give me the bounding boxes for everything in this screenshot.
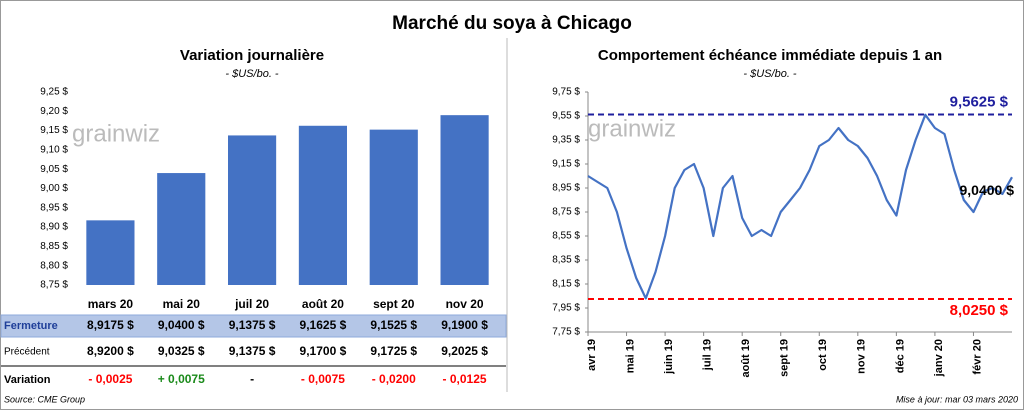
value-label: 9,0400 $ [960,182,1015,198]
x-tick-label: mai 20 [163,297,201,311]
y-tick-label: 9,75 $ [552,87,580,98]
cell: 9,1375 $ [229,318,276,332]
cell: 9,1625 $ [300,318,347,332]
y-tick-label: 9,35 $ [552,135,580,146]
source: Source: CME Group [4,394,85,404]
y-tick-label: 9,55 $ [552,111,580,122]
cell: 9,1900 $ [441,318,488,332]
y-tick-label: 8,85 $ [40,241,68,252]
chart-title: Variation journalière [180,47,324,64]
watermark: grainwiz [72,120,160,147]
chart-subtitle: - $US/bo. - [743,68,797,80]
x-tick-label: juil 19 [702,339,714,371]
cell: 9,2025 $ [441,344,488,358]
y-tick-label: 9,20 $ [40,106,68,117]
reference-label: 8,0250 $ [950,302,1009,319]
bar [298,125,347,286]
x-tick-label: avr 19 [586,339,598,371]
cell: 9,1525 $ [370,318,417,332]
x-tick-label: nov 19 [856,339,868,374]
y-tick-label: 9,25 $ [40,87,68,98]
reference-label: 9,5625 $ [950,93,1009,110]
cell: - 0,0075 [301,372,345,386]
chart-title: Comportement échéance immédiate depuis 1… [598,47,942,64]
bar [440,115,489,285]
x-tick-label: nov 20 [446,297,484,311]
x-tick-label: sept 20 [373,297,415,311]
row-label: Fermeture [4,320,58,332]
x-tick-label: oct 19 [817,339,829,371]
chart-subtitle: - $US/bo. - [225,68,279,80]
x-tick-label: févr 20 [971,339,983,374]
cell: + 0,0075 [158,372,205,386]
y-tick-label: 8,95 $ [552,183,580,194]
cell: 8,9175 $ [87,318,134,332]
y-tick-label: 7,95 $ [552,303,580,314]
x-tick-label: juil 20 [234,297,269,311]
cell: 9,1375 $ [229,344,276,358]
x-tick-label: mai 19 [624,339,636,373]
y-tick-label: 8,75 $ [40,280,68,291]
cell: - 0,0025 [88,372,132,386]
row-label: Précédent [4,347,50,358]
y-tick-label: 9,10 $ [40,145,68,156]
cell: 9,1725 $ [370,344,417,358]
bar [86,220,135,285]
bar [369,129,418,285]
row-label: Variation [4,374,51,386]
bar [228,135,277,285]
y-tick-label: 8,55 $ [552,231,580,242]
cell: 9,1700 $ [300,344,347,358]
x-tick-label: août 19 [740,339,752,378]
y-tick-label: 8,75 $ [552,207,580,218]
y-tick-label: 8,15 $ [552,279,580,290]
x-tick-label: janv 20 [933,339,945,377]
cell: 8,9200 $ [87,344,134,358]
y-tick-label: 9,00 $ [40,183,68,194]
watermark: grainwiz [588,115,676,142]
x-tick-label: sept 19 [779,339,791,377]
y-tick-label: 9,05 $ [40,164,68,175]
cell: - 0,0200 [372,372,416,386]
x-tick-label: juin 19 [663,339,675,375]
x-tick-label: août 20 [302,297,344,311]
y-tick-label: 7,75 $ [552,327,580,338]
y-tick-label: 8,95 $ [40,202,68,213]
cell: 9,0400 $ [158,318,205,332]
y-tick-label: 8,35 $ [552,255,580,266]
cell: - [250,372,254,386]
cell: 9,0325 $ [158,344,205,358]
cell: - 0,0125 [443,372,487,386]
page-title: Marché du soya à Chicago [392,13,632,34]
x-tick-label: mars 20 [88,297,134,311]
updated: Mise à jour: mar 03 mars 2020 [896,394,1018,404]
y-tick-label: 8,80 $ [40,260,68,271]
price-line [587,113,1013,300]
y-tick-label: 9,15 $ [40,125,68,136]
y-tick-label: 8,90 $ [40,222,68,233]
x-tick-label: déc 19 [894,339,906,373]
y-tick-label: 9,15 $ [552,159,580,170]
table-highlight [0,314,507,338]
bar [157,173,206,285]
